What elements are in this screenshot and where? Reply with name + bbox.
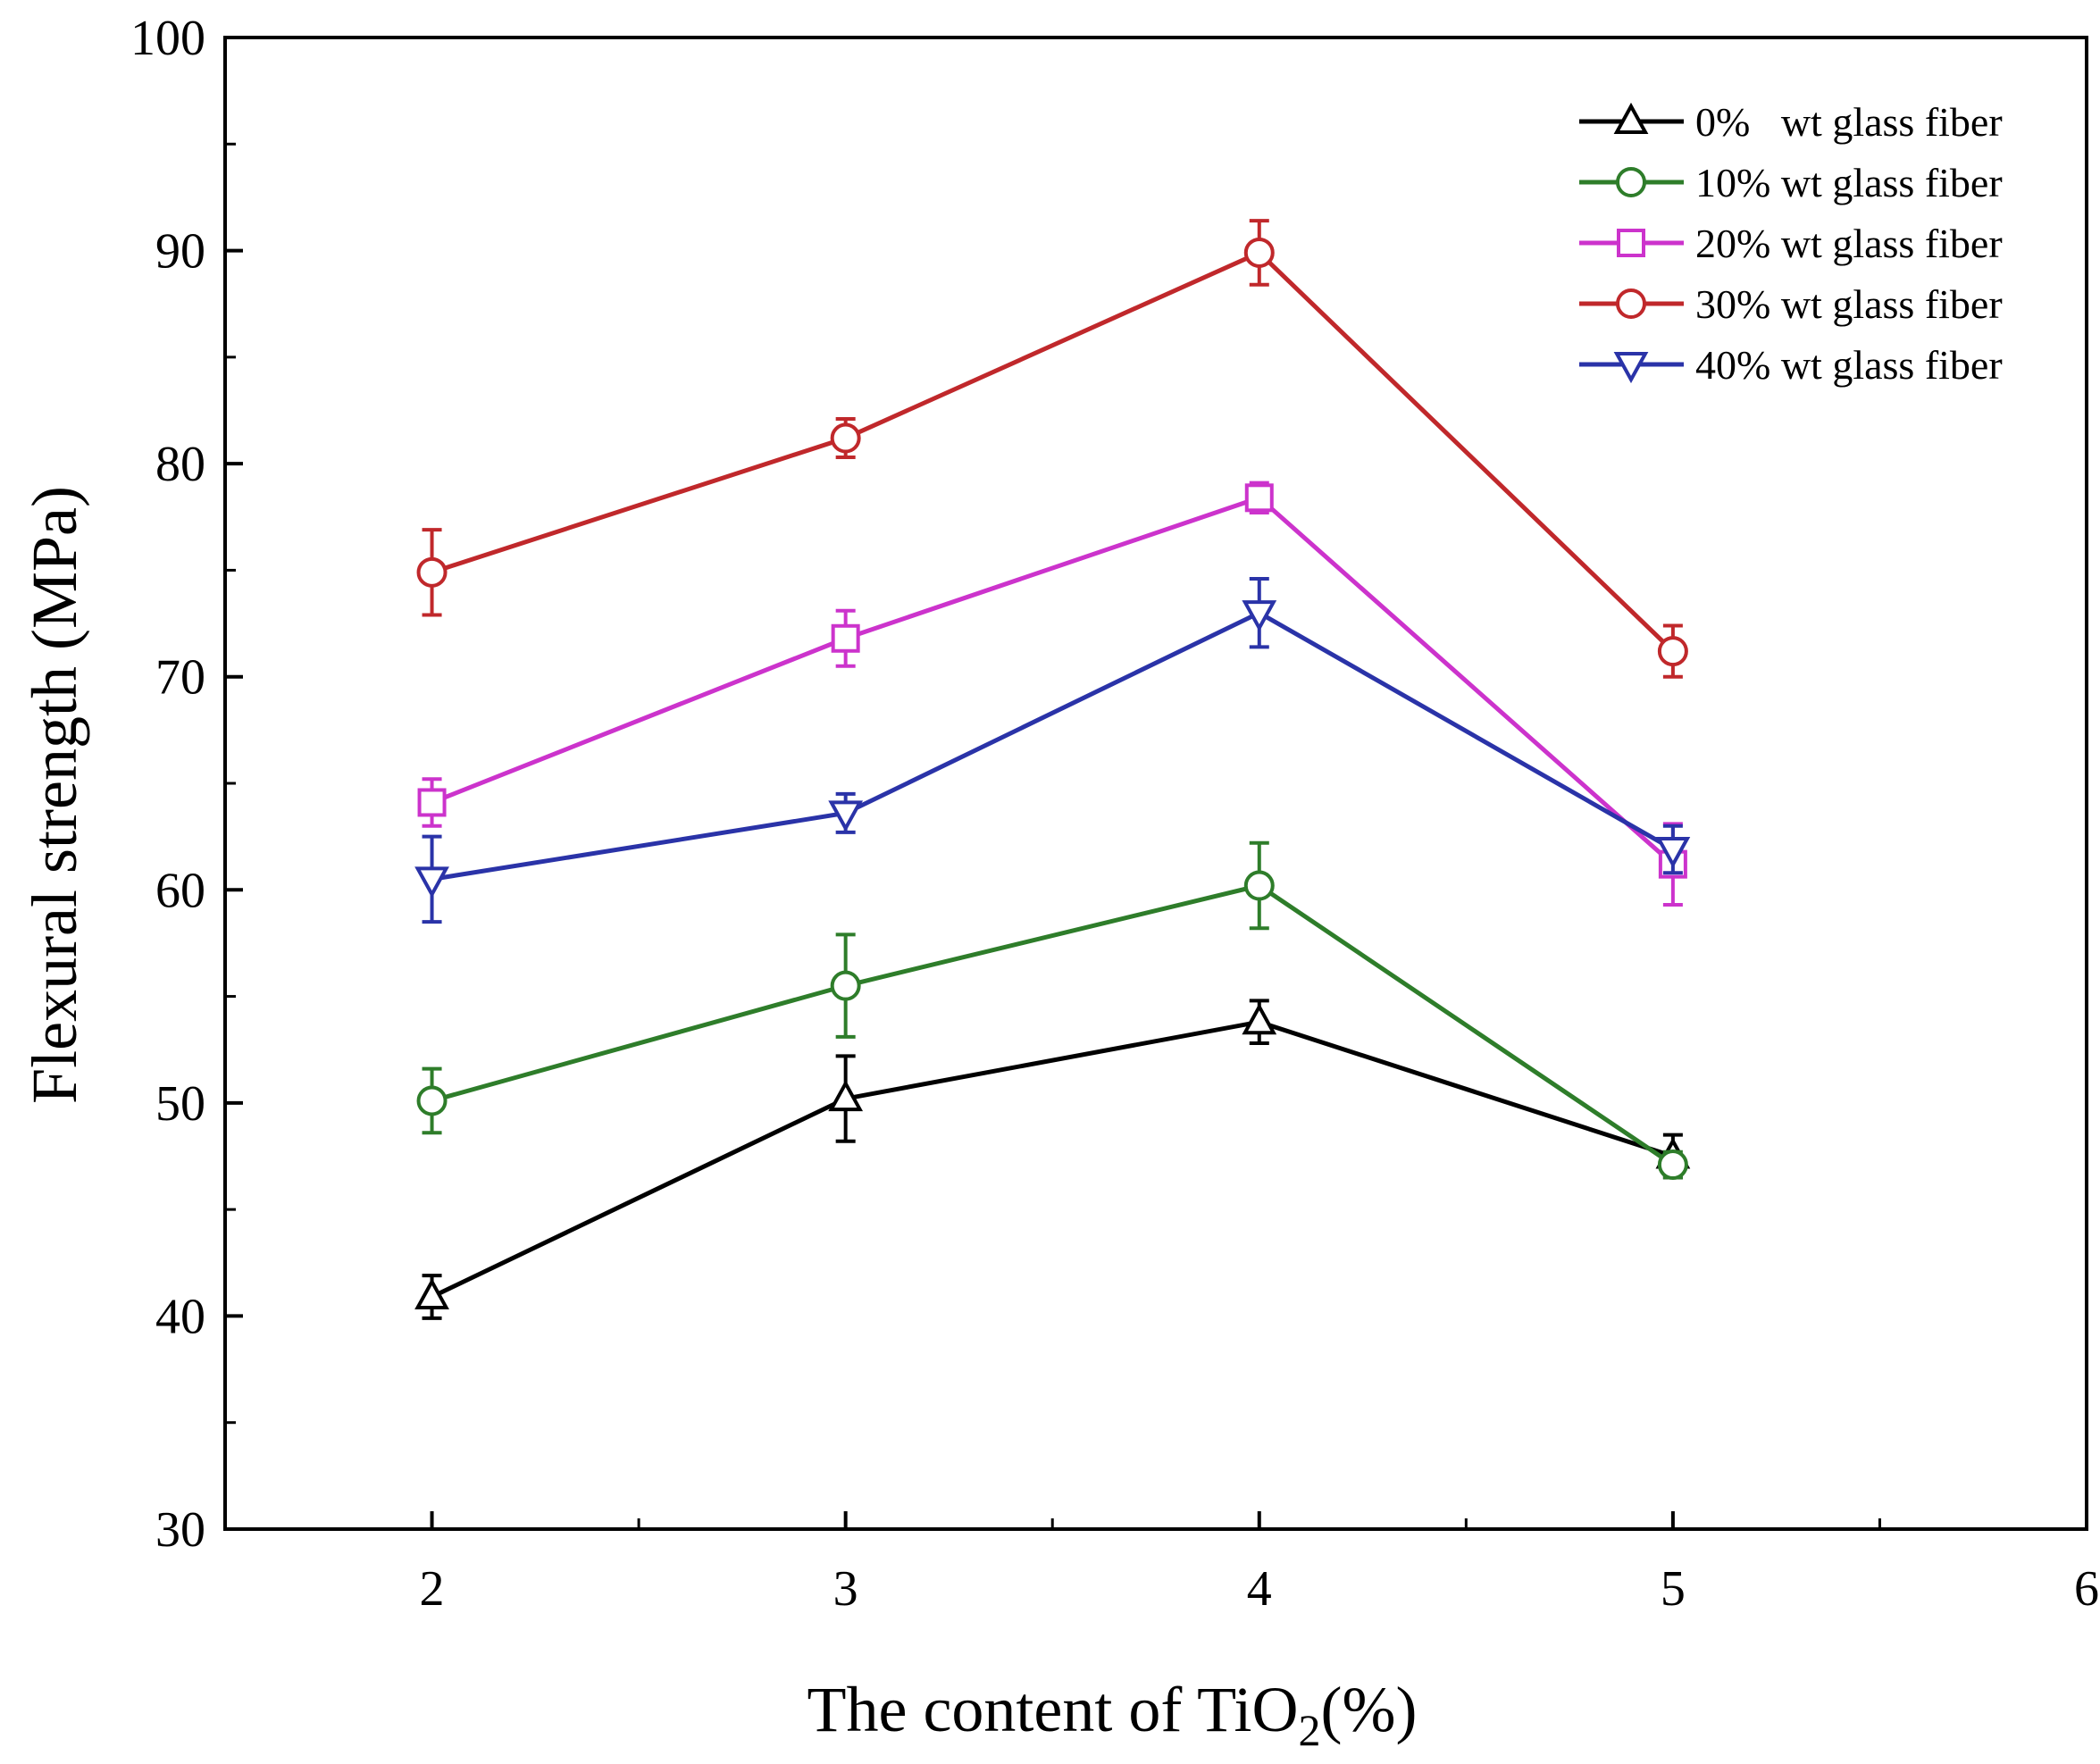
- legend-marker: [1613, 102, 1649, 134]
- series-2: [417, 481, 1687, 907]
- legend-item: 30% wt glass fiber: [1579, 281, 2003, 327]
- y-tick-label: 50: [155, 1076, 205, 1132]
- data-point: [414, 866, 449, 899]
- data-point: [1242, 600, 1277, 632]
- legend-marker: [1616, 288, 1646, 319]
- y-tick-label: 60: [155, 863, 205, 918]
- data-point: [1657, 1150, 1688, 1181]
- data-point: [417, 788, 447, 817]
- data-point: [1242, 1003, 1277, 1035]
- series-line: [431, 882, 1675, 1167]
- axis-ticks: 2 3 4 5 6 30 40 50 60 70 80 90 100: [130, 11, 2099, 1617]
- legend-label: 40% wt glass fiber: [1695, 342, 2003, 388]
- y-axis-title: Flexural strength (MPa): [19, 486, 90, 1104]
- data-point: [831, 623, 860, 653]
- data-point: [416, 556, 448, 588]
- legend-label: 20% wt glass fiber: [1695, 221, 2003, 266]
- data-point: [830, 422, 861, 454]
- legend-item: 10% wt glass fiber: [1579, 160, 2003, 205]
- legend-item: 20% wt glass fiber: [1579, 221, 2003, 266]
- legend-marker: [1613, 352, 1649, 384]
- y-tick-label: 100: [130, 11, 205, 66]
- x-axis-title: The content of TiO2(%): [807, 1674, 1418, 1755]
- series-4: [414, 576, 1691, 924]
- data-point: [1244, 483, 1274, 513]
- series-line: [431, 1019, 1674, 1300]
- legend-label: 30% wt glass fiber: [1695, 281, 2003, 327]
- data-point: [414, 1277, 449, 1309]
- x-tick-label: 2: [420, 1561, 445, 1617]
- series-layer: [414, 219, 1691, 1320]
- y-tick-label: 40: [155, 1289, 205, 1344]
- data-point: [416, 1085, 448, 1116]
- legend-item: 40% wt glass fiber: [1579, 342, 2003, 388]
- legend-marker: [1616, 167, 1646, 197]
- data-point: [1243, 237, 1275, 268]
- data-point: [1657, 636, 1688, 667]
- data-point: [1243, 870, 1275, 901]
- series-line: [431, 610, 1675, 882]
- y-tick-label: 30: [155, 1502, 205, 1558]
- legend: 0% wt glass fiber 10% wt glass fiber 20% w…: [1579, 99, 2003, 388]
- series-3: [416, 219, 1688, 679]
- legend-label: 10% wt glass fiber: [1695, 160, 2003, 205]
- series-line: [431, 249, 1675, 653]
- data-point: [828, 800, 864, 832]
- y-tick-label: 80: [155, 437, 205, 492]
- x-tick-label: 3: [833, 1561, 858, 1617]
- legend-label: 0% wt glass fiber: [1695, 99, 2003, 145]
- data-point: [1655, 836, 1691, 869]
- legend-item: 0% wt glass fiber: [1579, 99, 2003, 145]
- x-tick-label: 5: [1661, 1561, 1686, 1617]
- series-1: [416, 840, 1688, 1181]
- data-point: [830, 970, 861, 1001]
- legend-marker: [1617, 229, 1645, 257]
- y-tick-label: 70: [155, 650, 205, 706]
- series-line: [431, 495, 1675, 866]
- x-tick-label: 4: [1247, 1561, 1272, 1617]
- data-point: [828, 1079, 864, 1112]
- y-tick-label: 90: [155, 224, 205, 280]
- x-tick-label: 6: [2074, 1561, 2099, 1617]
